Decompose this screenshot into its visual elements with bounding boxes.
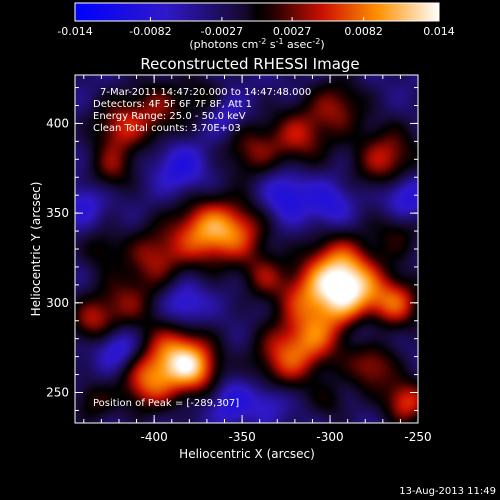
chart-title: Reconstructed RHESSI Image (140, 55, 359, 73)
x-tick-label: -300 (316, 430, 343, 444)
y-tick-label: 250 (46, 386, 69, 400)
x-axis: -400 -350 -300 -250 (83, 75, 432, 444)
info-block: 7-Mar-2011 14:47:20.000 to 14:47:48.000 … (93, 87, 311, 134)
colorbar-tick-label: 0.0027 (273, 25, 312, 38)
colorbar-tick-label: 0.0082 (344, 25, 383, 38)
heatmap-image (75, 75, 418, 423)
x-tick-label: -400 (141, 430, 168, 444)
colorbar-tick-label: -0.0082 (129, 25, 171, 38)
info-line-energy: Energy Range: 25.0 - 50.0 keV (93, 111, 246, 122)
info-line-counts: Clean Total counts: 3.70E+03 (93, 123, 241, 134)
x-axis-label: Heliocentric X (arcsec) (179, 447, 315, 461)
y-tick-label: 400 (46, 116, 69, 130)
y-axis-label: Heliocentric Y (arcsec) (29, 182, 43, 317)
timestamp: 13-Aug-2013 11:49 (399, 486, 496, 497)
info-line-detectors: Detectors: 4F 5F 6F 7F 8F, Att 1 (93, 99, 252, 110)
image-area (75, 75, 418, 423)
colorbar (75, 3, 439, 21)
colorbar-frame (74, 2, 440, 22)
colorbar-tick-label: -0.0027 (201, 25, 243, 38)
colorbar-tick-label: -0.014 (57, 25, 92, 38)
x-tick-label: -350 (228, 430, 255, 444)
x-tick-label: -250 (404, 430, 431, 444)
y-tick-label: 300 (46, 296, 69, 310)
peak-position-label: Position of Peak = [-289,307] (93, 398, 239, 409)
colorbar-label: (photons cm-2 s-1 asec-2) (189, 37, 324, 51)
y-tick-label: 350 (46, 206, 69, 220)
info-line-time: 7-Mar-2011 14:47:20.000 to 14:47:48.000 (100, 87, 311, 98)
colorbar-tick-label: 0.014 (423, 25, 455, 38)
y-axis: 250 300 350 400 (46, 87, 418, 411)
colorbar-ticks: -0.014 -0.0082 -0.0027 0.0027 0.0082 0.014 (57, 17, 455, 38)
